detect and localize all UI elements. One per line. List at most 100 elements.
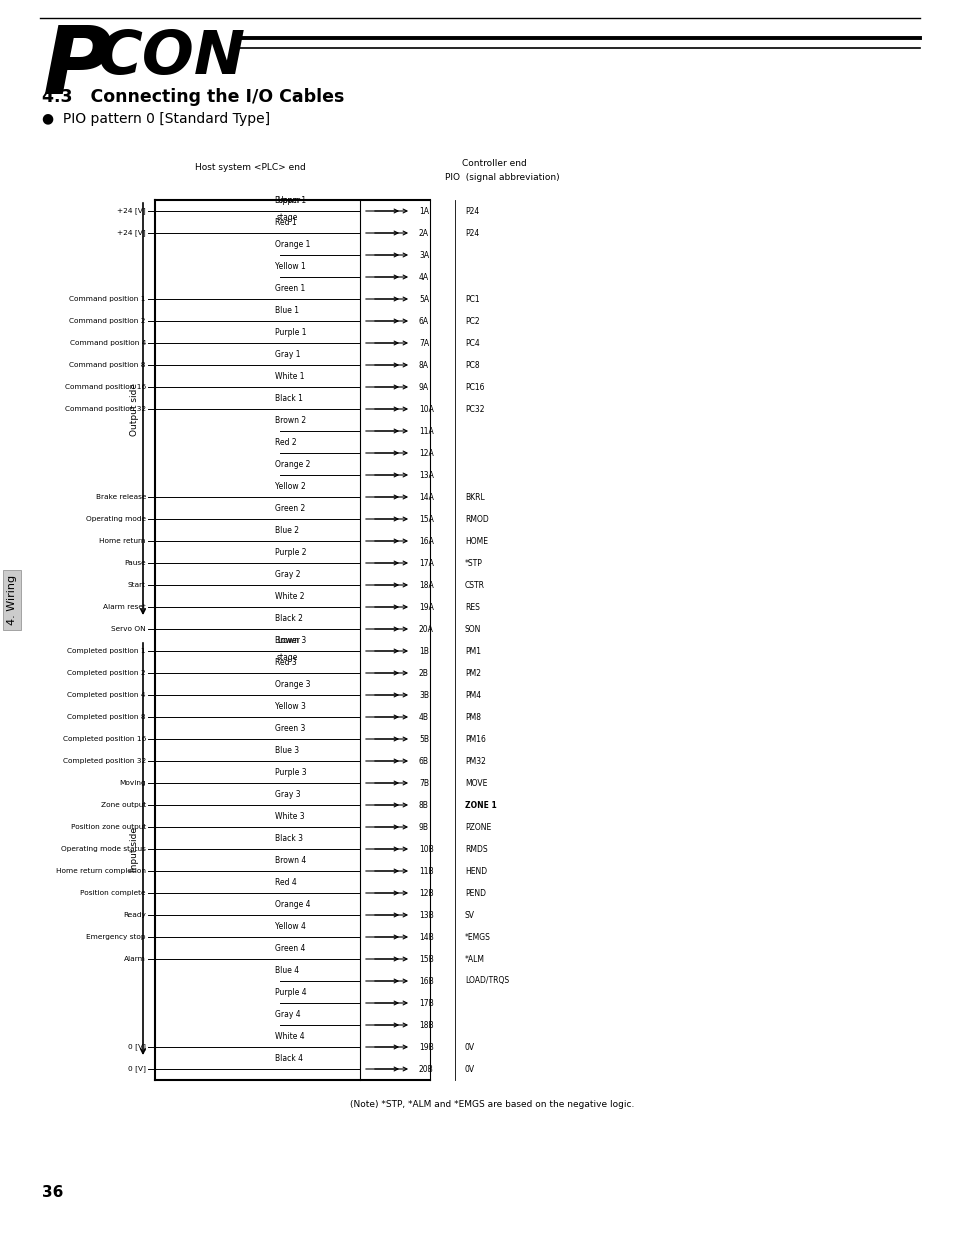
Text: Orange 1: Orange 1 [274, 240, 310, 248]
Text: RMDS: RMDS [464, 845, 487, 853]
Text: Purple 1: Purple 1 [274, 327, 306, 337]
Text: Purple 3: Purple 3 [274, 768, 306, 777]
Text: 18A: 18A [418, 580, 434, 589]
Text: Red 2: Red 2 [274, 438, 296, 447]
Text: HOME: HOME [464, 536, 488, 546]
Text: Start: Start [128, 582, 146, 588]
Text: P24: P24 [464, 228, 478, 237]
Text: P24: P24 [464, 206, 478, 215]
Text: Blue 4: Blue 4 [274, 966, 299, 974]
Text: White 1: White 1 [274, 372, 304, 380]
Text: 15A: 15A [418, 515, 434, 524]
Text: White 3: White 3 [274, 811, 304, 821]
Text: *ALM: *ALM [464, 955, 484, 963]
Text: BKRL: BKRL [464, 493, 484, 501]
Text: Emergency stop: Emergency stop [87, 934, 146, 940]
Text: Brake release: Brake release [95, 494, 146, 500]
Text: 12B: 12B [418, 888, 434, 898]
Text: *STP: *STP [464, 558, 482, 568]
Text: 14B: 14B [418, 932, 434, 941]
Text: 11A: 11A [418, 426, 434, 436]
Text: 10A: 10A [418, 405, 434, 414]
Text: 20A: 20A [418, 625, 434, 634]
Text: 7A: 7A [418, 338, 429, 347]
Text: stage: stage [276, 212, 298, 222]
Text: 11B: 11B [418, 867, 434, 876]
Text: 4.3   Connecting the I/O Cables: 4.3 Connecting the I/O Cables [42, 88, 344, 106]
Text: Host system <PLC> end: Host system <PLC> end [194, 163, 305, 172]
Text: 4B: 4B [418, 713, 429, 721]
Text: SON: SON [464, 625, 481, 634]
Text: Operating mode: Operating mode [86, 516, 146, 522]
Text: 5B: 5B [418, 735, 429, 743]
Text: 15B: 15B [418, 955, 434, 963]
Text: Position complete: Position complete [80, 890, 146, 897]
Text: Completed position 32: Completed position 32 [63, 758, 146, 764]
Text: 0V: 0V [464, 1065, 475, 1073]
Text: 6A: 6A [418, 316, 429, 326]
Text: Completed position 8: Completed position 8 [68, 714, 146, 720]
Text: HEND: HEND [464, 867, 487, 876]
Text: Green 3: Green 3 [274, 724, 305, 732]
Text: White 2: White 2 [274, 592, 304, 601]
Text: Gray 1: Gray 1 [274, 350, 300, 359]
Text: Black 3: Black 3 [274, 834, 303, 842]
Text: Command position 32: Command position 32 [65, 406, 146, 412]
Text: PM32: PM32 [464, 757, 485, 766]
Text: Red 1: Red 1 [274, 217, 296, 227]
Text: stage: stage [276, 653, 298, 662]
Text: 10B: 10B [418, 845, 434, 853]
Text: Controller end: Controller end [461, 159, 526, 168]
Text: 2A: 2A [418, 228, 429, 237]
Text: PM2: PM2 [464, 668, 480, 678]
Text: Completed position 16: Completed position 16 [63, 736, 146, 742]
Text: *EMGS: *EMGS [464, 932, 491, 941]
Text: White 4: White 4 [274, 1031, 304, 1041]
Text: PM8: PM8 [464, 713, 480, 721]
Text: 14A: 14A [418, 493, 434, 501]
Text: Pause: Pause [124, 559, 146, 566]
Text: PC4: PC4 [464, 338, 479, 347]
Text: 5A: 5A [418, 294, 429, 304]
Text: PM4: PM4 [464, 690, 480, 699]
Text: Orange 4: Orange 4 [274, 900, 310, 909]
Text: 3B: 3B [418, 690, 429, 699]
Text: Home return: Home return [99, 538, 146, 543]
Text: 16A: 16A [418, 536, 434, 546]
Text: Green 2: Green 2 [274, 504, 305, 513]
Text: Purple 2: Purple 2 [274, 548, 306, 557]
Text: 8A: 8A [418, 361, 429, 369]
Text: LOAD/TRQS: LOAD/TRQS [464, 977, 509, 986]
Text: Black 1: Black 1 [274, 394, 302, 403]
Text: Gray 4: Gray 4 [274, 1010, 300, 1019]
Text: Alarm reset: Alarm reset [103, 604, 146, 610]
Text: RMOD: RMOD [464, 515, 488, 524]
Text: Green 4: Green 4 [274, 944, 305, 953]
Text: Completed position 1: Completed position 1 [68, 648, 146, 655]
Text: +24 [V]: +24 [V] [117, 207, 146, 215]
Text: Zone output: Zone output [101, 802, 146, 808]
Text: Command position 4: Command position 4 [70, 340, 146, 346]
Text: PC1: PC1 [464, 294, 479, 304]
Text: PC16: PC16 [464, 383, 484, 391]
Text: PC8: PC8 [464, 361, 479, 369]
Text: 4. Wiring: 4. Wiring [7, 576, 17, 625]
Text: Black 2: Black 2 [274, 614, 302, 622]
Text: Orange 2: Orange 2 [274, 459, 310, 469]
Text: Green 1: Green 1 [274, 284, 305, 293]
Text: 17B: 17B [418, 999, 434, 1008]
Text: Home return completion: Home return completion [56, 868, 146, 874]
Text: MOVE: MOVE [464, 778, 487, 788]
Text: 17A: 17A [418, 558, 434, 568]
Text: Brown 1: Brown 1 [274, 196, 306, 205]
Text: 19B: 19B [418, 1042, 434, 1051]
Text: +24 [V]: +24 [V] [117, 230, 146, 236]
Text: Yellow 2: Yellow 2 [274, 482, 305, 490]
Text: Blue 3: Blue 3 [274, 746, 299, 755]
Text: Upper: Upper [276, 196, 300, 205]
Text: Command position 1: Command position 1 [70, 296, 146, 303]
Text: 6B: 6B [418, 757, 429, 766]
Text: Red 3: Red 3 [274, 658, 296, 667]
Text: Output side: Output side [131, 383, 139, 436]
Text: 4A: 4A [418, 273, 429, 282]
